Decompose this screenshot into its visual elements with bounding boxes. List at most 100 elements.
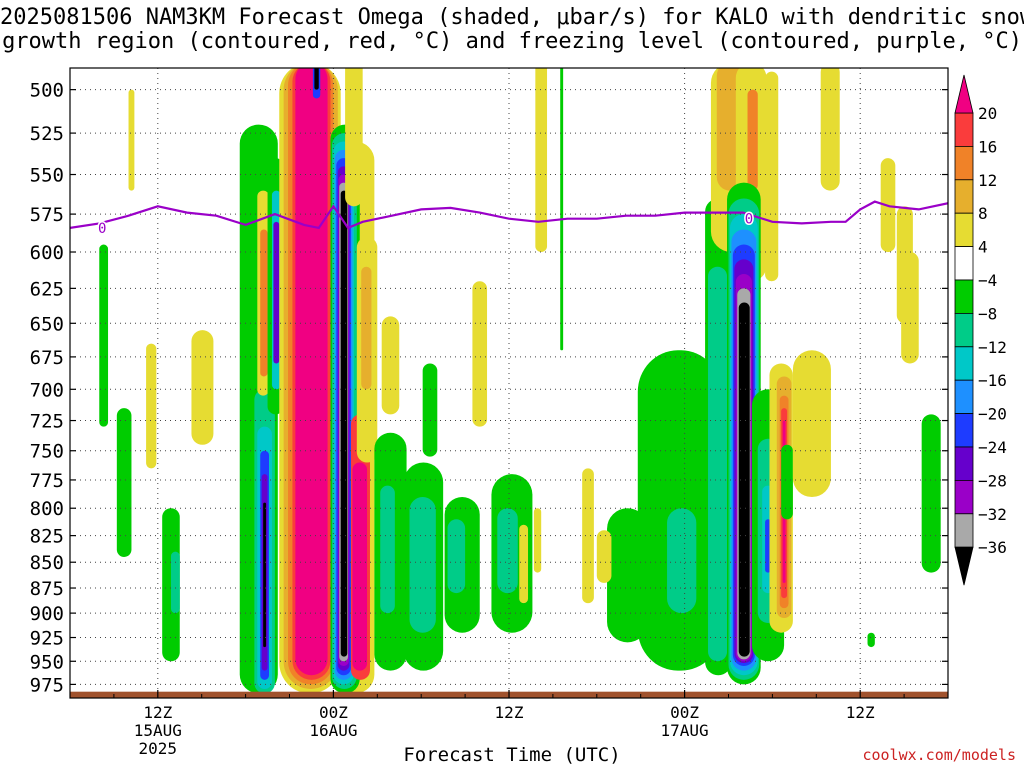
y-tick-label: 850	[30, 552, 64, 574]
omega-cell	[314, 68, 319, 90]
x-tick-label: 16AUG	[309, 721, 357, 740]
y-tick-label: 625	[30, 278, 64, 300]
omega-cell	[533, 508, 542, 573]
omega-cell	[263, 502, 267, 648]
colorbar-swatch	[954, 312, 974, 348]
omega-cell	[792, 350, 831, 498]
omega-cell	[596, 530, 612, 583]
y-tick-label: 875	[30, 578, 64, 600]
x-tick-label: 12Z	[143, 703, 172, 722]
omega-cell	[380, 485, 395, 614]
omega-cell	[708, 266, 728, 662]
omega-cell	[519, 524, 529, 604]
y-tick-label: 600	[30, 242, 64, 264]
y-tick-label: 700	[30, 379, 64, 401]
colorbar-label: −16	[978, 371, 1007, 390]
x-axis-title: Forecast Time (UTC)	[403, 744, 621, 766]
omega-cell	[409, 497, 436, 633]
colorbar-top-triangle	[954, 74, 974, 114]
x-tick-label: 12Z	[846, 703, 875, 722]
omega-cell	[921, 414, 941, 573]
freezing-level-label: 0	[745, 212, 753, 228]
y-axis: 500 525 550 575 600 625 650 675 700 725 750 775 800 8…	[30, 80, 948, 696]
omega-cell	[667, 508, 697, 614]
omega-cell	[170, 551, 180, 614]
y-tick-label: 675	[30, 347, 64, 369]
omega-cell	[295, 68, 328, 676]
colorbar-swatch	[954, 379, 974, 415]
chart-title-line2: growth region (contoured, red, °C) and f…	[2, 29, 1022, 54]
grid-lines	[70, 68, 948, 698]
colorbar-label: 8	[978, 204, 988, 223]
y-tick-label: 550	[30, 165, 64, 187]
colorbar-label: 4	[978, 238, 988, 257]
y-tick-label: 925	[30, 628, 64, 650]
y-tick-label: 825	[30, 526, 64, 548]
y-tick-label: 525	[30, 123, 64, 145]
x-tick-label: 17AUG	[661, 721, 709, 740]
omega-shaded-field	[99, 68, 941, 694]
omega-cell	[661, 363, 685, 531]
omega-cell	[352, 462, 368, 671]
colorbar-label: −20	[978, 405, 1007, 424]
omega-cell	[901, 252, 919, 364]
x-tick-label: 12Z	[495, 703, 524, 722]
y-tick-label: 575	[30, 204, 64, 226]
omega-cell	[781, 444, 793, 520]
chart-title-line1: 2025081506 NAM3KM Forecast Omega (shaded…	[0, 5, 1024, 30]
y-tick-label: 500	[30, 80, 64, 102]
freezing-level-contour: 00	[70, 200, 948, 238]
colorbar-swatch	[954, 179, 974, 214]
omega-cell	[497, 508, 518, 594]
y-tick-label: 650	[30, 313, 64, 335]
colorbar-label: −8	[978, 304, 997, 323]
colorbar-swatch	[954, 346, 974, 381]
colorbar-bottom-triangle	[954, 546, 974, 586]
y-tick-label: 975	[30, 674, 64, 696]
omega-cell	[273, 221, 280, 364]
omega-cell	[361, 266, 372, 390]
omega-cell	[99, 244, 109, 427]
credit-text: coolwx.com/models	[862, 746, 1016, 764]
omega-cell	[747, 89, 758, 191]
omega-cell	[146, 343, 157, 469]
colorbar-label: 16	[978, 137, 997, 156]
omega-cell	[260, 229, 268, 377]
omega-cell	[116, 408, 132, 557]
omega-cell	[345, 68, 363, 207]
omega-cell	[340, 190, 348, 657]
colorbar: 20 16 12 8 4 −4 −8 −12 −16 −20 −24 −28 −32 −36	[954, 74, 1007, 586]
colorbar-swatch	[954, 145, 974, 181]
colorbar-label: −36	[978, 538, 1007, 557]
omega-cell	[191, 330, 214, 445]
omega-cell	[535, 68, 548, 253]
omega-cell	[472, 281, 488, 427]
omega-cell	[738, 302, 750, 657]
freezing-level-label: 0	[98, 221, 106, 237]
x-tick-label: 15AUG	[134, 721, 182, 740]
y-tick-label: 800	[30, 498, 64, 520]
colorbar-swatch	[954, 446, 974, 481]
y-tick-label: 900	[30, 603, 64, 625]
omega-cell	[381, 316, 400, 415]
colorbar-label: −4	[978, 271, 997, 290]
omega-cell	[582, 468, 594, 604]
colorbar-swatch	[954, 513, 974, 548]
colorbar-label: −28	[978, 471, 1007, 490]
colorbar-label: −32	[978, 505, 1007, 524]
omega-cell	[128, 89, 135, 191]
colorbar-label: 20	[978, 104, 997, 123]
colorbar-swatch	[954, 112, 974, 147]
x-tick-label: 00Z	[319, 703, 348, 722]
omega-cell	[681, 414, 694, 486]
omega-cell	[820, 68, 840, 191]
colorbar-label: 12	[978, 171, 997, 190]
omega-cell	[447, 519, 466, 594]
x-tick-label: 2025	[139, 739, 178, 758]
colorbar-label: −12	[978, 338, 1007, 357]
colorbar-swatch	[954, 479, 974, 515]
freezing-level-line	[70, 200, 948, 230]
omega-cell	[560, 68, 564, 351]
colorbar-swatch	[954, 212, 974, 247]
